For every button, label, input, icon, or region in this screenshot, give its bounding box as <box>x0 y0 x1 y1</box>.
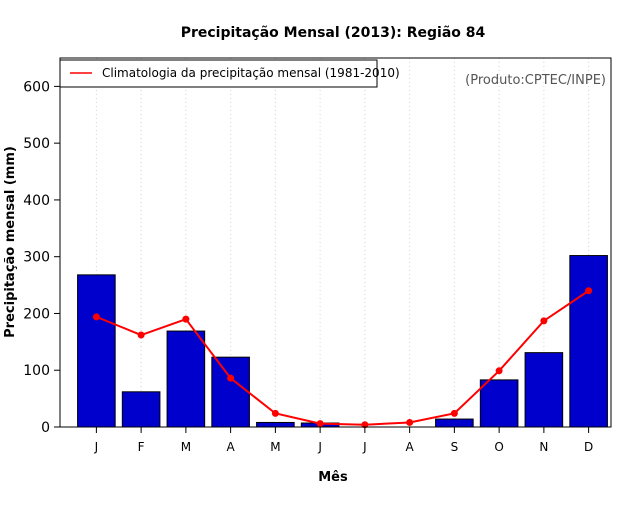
x-tick-label: J <box>94 440 99 454</box>
product-credit: (Produto:CPTEC/INPE) <box>465 73 606 88</box>
vertical-grid <box>95 58 590 427</box>
climatology-point-11 <box>540 317 548 325</box>
y-tick-label: 200 <box>23 306 50 322</box>
legend: Climatologia da precipitação mensal (198… <box>59 59 400 88</box>
climatology-point-12 <box>585 287 593 295</box>
bar-9 <box>435 418 474 428</box>
x-tick-label: M <box>270 440 280 454</box>
climatology-point-5 <box>271 409 279 417</box>
climatology-point-4 <box>227 374 235 382</box>
bar-10 <box>479 379 519 428</box>
climatology-point-1 <box>92 313 100 321</box>
y-tick-label: 400 <box>23 193 50 209</box>
x-tick-label: A <box>406 440 415 454</box>
y-tick-label: 600 <box>23 79 50 95</box>
x-tick-label: A <box>227 440 236 454</box>
climatology-point-8 <box>406 418 414 426</box>
y-tick-label: 100 <box>23 363 50 379</box>
x-tick-label: N <box>539 440 548 454</box>
x-tick-label: M <box>181 440 191 454</box>
x-tick-label: D <box>584 440 593 454</box>
bar-11 <box>524 352 564 428</box>
y-axis: 0 100 200 300 400 500 600 <box>23 79 60 436</box>
x-tick-label: J <box>317 440 322 454</box>
climatology-series <box>92 287 593 429</box>
y-tick-label: 300 <box>23 250 50 266</box>
bar-5 <box>256 421 295 428</box>
bar-3 <box>166 330 206 428</box>
climatology-point-6 <box>316 420 324 428</box>
plot-frame <box>59 57 612 428</box>
bar-1 <box>77 274 116 428</box>
bar-12 <box>569 255 608 428</box>
climatology-point-3 <box>182 315 190 323</box>
y-axis-title: Precipitação mensal (mm) <box>3 146 18 338</box>
x-tick-label: J <box>362 440 367 454</box>
climatology-point-2 <box>137 331 145 339</box>
legend-label: Climatologia da precipitação mensal (198… <box>102 66 400 80</box>
x-axis-title: Mês <box>318 470 348 485</box>
x-tick-label: S <box>451 440 459 454</box>
climatology-point-10 <box>495 367 503 375</box>
y-tick-label: 0 <box>41 420 50 436</box>
bar-4 <box>211 356 250 428</box>
x-tick-label: F <box>138 440 145 454</box>
climatology-point-9 <box>450 409 458 417</box>
chart-title: Precipitação Mensal (2013): Região 84 <box>181 25 486 41</box>
y-tick-label: 500 <box>23 136 50 152</box>
bar-series <box>77 255 608 428</box>
climatology-line <box>95 289 590 426</box>
climatology-point-7 <box>361 421 369 429</box>
x-tick-label: O <box>494 440 503 454</box>
bar-2 <box>121 391 161 428</box>
legend-box <box>59 59 378 88</box>
